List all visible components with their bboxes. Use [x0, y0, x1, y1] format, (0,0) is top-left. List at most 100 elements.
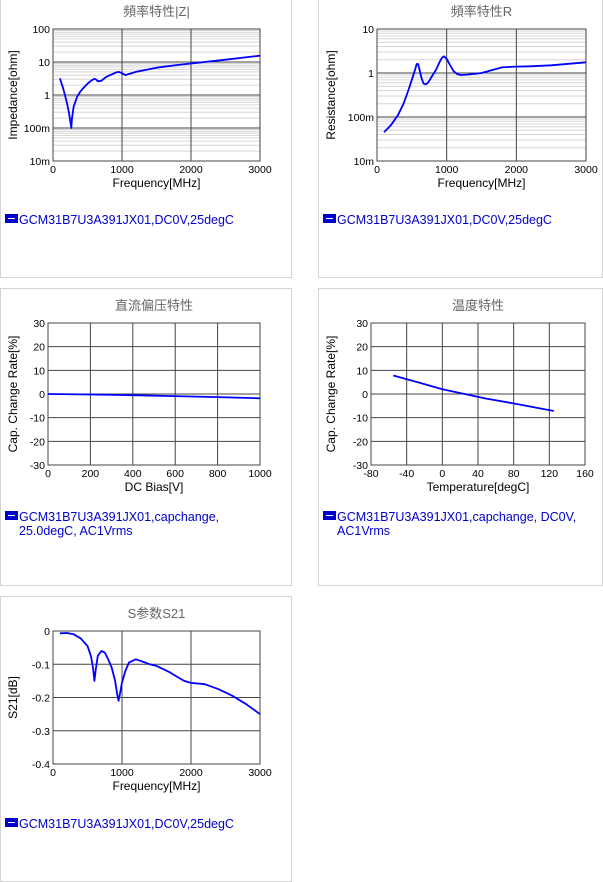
- y-tick-label: 100: [32, 24, 50, 36]
- y-tick-label: 10: [33, 365, 45, 377]
- y-axis-label: S21[dB]: [6, 676, 20, 719]
- y-tick-label: 100m: [24, 123, 51, 135]
- y-tick-label: 20: [356, 342, 368, 354]
- x-tick-label: 600: [166, 468, 184, 480]
- y-axis-label: Cap. Change Rate[%]: [324, 336, 338, 453]
- x-tick-label: 0: [374, 164, 380, 176]
- x-tick-label: 800: [209, 468, 227, 480]
- x-tick-label: 400: [124, 468, 142, 480]
- chart-title: 温度特性: [452, 298, 504, 313]
- y-tick-label: -10: [30, 413, 45, 425]
- series-line: [59, 632, 261, 715]
- chart-title: S参数S21: [128, 606, 186, 621]
- x-tick-label: 3000: [574, 164, 598, 176]
- x-tick-label: 3000: [248, 164, 272, 176]
- s21-chart: S参数S21 -0.4 -0.3 -0.2 -0.1 0 0 1000 2000 3000 Freq…: [6, 606, 272, 793]
- plot-frame: [370, 322, 586, 466]
- x-tick-label: 0: [50, 164, 56, 176]
- x-axis-label: Frequency[MHz]: [112, 176, 200, 190]
- y-tick-label: 100m: [348, 112, 375, 124]
- resistance-legend-label: GCM31B7U3A391JX01,DC0V,25degC: [337, 213, 552, 227]
- s21-panel: S参数S21 -0.4 -0.3 -0.2 -0.1 0 0 1000 2000 3000 Freq…: [0, 596, 292, 882]
- legend-swatch-icon: [5, 214, 18, 223]
- x-axis-label: Frequency[MHz]: [112, 779, 200, 793]
- y-tick-label: 0: [362, 389, 368, 401]
- x-tick-label: 0: [45, 468, 51, 480]
- y-tick-label: -30: [353, 460, 368, 472]
- y-tick-label: 1: [44, 90, 50, 102]
- plot-frame: [52, 630, 261, 765]
- impedance-legend-label: GCM31B7U3A391JX01,DC0V,25degC: [19, 213, 234, 227]
- y-tick-label: 0: [39, 389, 45, 401]
- legend-swatch-icon: [323, 214, 336, 223]
- y-tick-label: 10: [356, 365, 368, 377]
- y-tick-label: -10: [353, 413, 368, 425]
- y-tick-label: 0: [44, 626, 50, 638]
- y-axis-label: Impedance[ohm]: [6, 50, 20, 139]
- x-tick-label: 3000: [248, 767, 272, 779]
- chart-title: 頻率特性R: [451, 4, 512, 19]
- x-tick-label: -80: [363, 468, 378, 480]
- plot-frame: [376, 28, 587, 162]
- dcbias-legend-label: GCM31B7U3A391JX01,capchange, 25.0degC, A…: [19, 510, 220, 538]
- x-axis-label: Temperature[degC]: [427, 480, 530, 494]
- x-tick-label: 1000: [435, 164, 459, 176]
- chart-title: 頻率特性|Z|: [123, 4, 190, 19]
- y-axis-label: Resistance[ohm]: [324, 50, 338, 139]
- series-line: [47, 393, 261, 400]
- legend-swatch-icon: [323, 511, 336, 520]
- legend-swatch-icon: [5, 511, 18, 520]
- x-tick-label: 2000: [179, 164, 203, 176]
- dcbias-chart: 直流偏压特性 -30 -20 -10 0 10 20 30 0 200 400 600 800 1000 D…: [6, 298, 272, 494]
- legend-swatch-icon: [5, 818, 18, 827]
- x-tick-label: 1000: [110, 164, 134, 176]
- x-tick-label: 80: [508, 468, 520, 480]
- resistance-panel: 頻率特性R 10m 100m 1 10 0 1000 2000 3000 Frequency[MH…: [318, 0, 603, 278]
- series-line: [59, 54, 261, 129]
- x-tick-label: 160: [576, 468, 594, 480]
- series-line: [383, 55, 587, 133]
- y-tick-label: 20: [33, 342, 45, 354]
- y-tick-label: -0.4: [32, 759, 50, 771]
- y-tick-label: 30: [356, 318, 368, 330]
- series-line: [393, 374, 554, 412]
- x-tick-label: 200: [82, 468, 100, 480]
- y-tick-label: -0.2: [32, 693, 50, 705]
- y-tick-label: 10: [38, 57, 50, 69]
- plot-frame: [52, 28, 261, 162]
- y-tick-label: 10m: [30, 156, 51, 168]
- resistance-legend[interactable]: GCM31B7U3A391JX01,DC0V,25degC: [323, 213, 552, 227]
- x-tick-label: 120: [541, 468, 559, 480]
- s21-legend-label: GCM31B7U3A391JX01,DC0V,25degC: [19, 817, 234, 831]
- y-tick-label: -20: [353, 436, 368, 448]
- x-tick-label: 2000: [505, 164, 529, 176]
- y-axis-label: Cap. Change Rate[%]: [6, 336, 20, 453]
- temperature-panel: 温度特性 -30 -20 -10 0 10 20 30 -80 -40 0 40 80 120 160 Tem…: [318, 288, 603, 586]
- impedance-panel: 頻率特性|Z| 10m 100m 1 10 100 0 1000 2000 3000 Frequen…: [0, 0, 292, 278]
- chart-title: 直流偏压特性: [115, 298, 193, 313]
- x-tick-label: 1000: [110, 767, 134, 779]
- y-tick-label: 10m: [354, 156, 375, 168]
- x-tick-label: 0: [50, 767, 56, 779]
- y-tick-label: 30: [33, 318, 45, 330]
- dcbias-legend[interactable]: GCM31B7U3A391JX01,capchange, 25.0degC, A…: [5, 510, 219, 538]
- x-tick-label: 2000: [179, 767, 203, 779]
- x-axis-label: DC Bias[V]: [125, 480, 184, 494]
- resistance-chart: 頻率特性R 10m 100m 1 10 0 1000 2000 3000 Frequency[MH…: [324, 4, 598, 190]
- x-tick-label: -40: [399, 468, 414, 480]
- x-tick-label: 1000: [248, 468, 272, 480]
- x-tick-label: 40: [472, 468, 484, 480]
- y-tick-label: -30: [30, 460, 45, 472]
- y-tick-label: 1: [368, 68, 374, 80]
- y-tick-label: -0.1: [32, 659, 50, 671]
- y-tick-label: 10: [362, 24, 374, 36]
- impedance-legend[interactable]: GCM31B7U3A391JX01,DC0V,25degC: [5, 213, 234, 227]
- temperature-chart: 温度特性 -30 -20 -10 0 10 20 30 -80 -40 0 40 80 120 160 Tem…: [324, 298, 594, 494]
- temperature-legend-label: GCM31B7U3A391JX01,capchange, DC0V, AC1Vr…: [337, 510, 577, 538]
- dcbias-panel: 直流偏压特性 -30 -20 -10 0 10 20 30 0 200 400 600 800 1000 D…: [0, 288, 292, 586]
- x-axis-label: Frequency[MHz]: [437, 176, 525, 190]
- y-tick-label: -20: [30, 436, 45, 448]
- x-tick-label: 0: [439, 468, 445, 480]
- s21-legend[interactable]: GCM31B7U3A391JX01,DC0V,25degC: [5, 817, 234, 831]
- temperature-legend[interactable]: GCM31B7U3A391JX01,capchange, DC0V, AC1Vr…: [323, 510, 576, 538]
